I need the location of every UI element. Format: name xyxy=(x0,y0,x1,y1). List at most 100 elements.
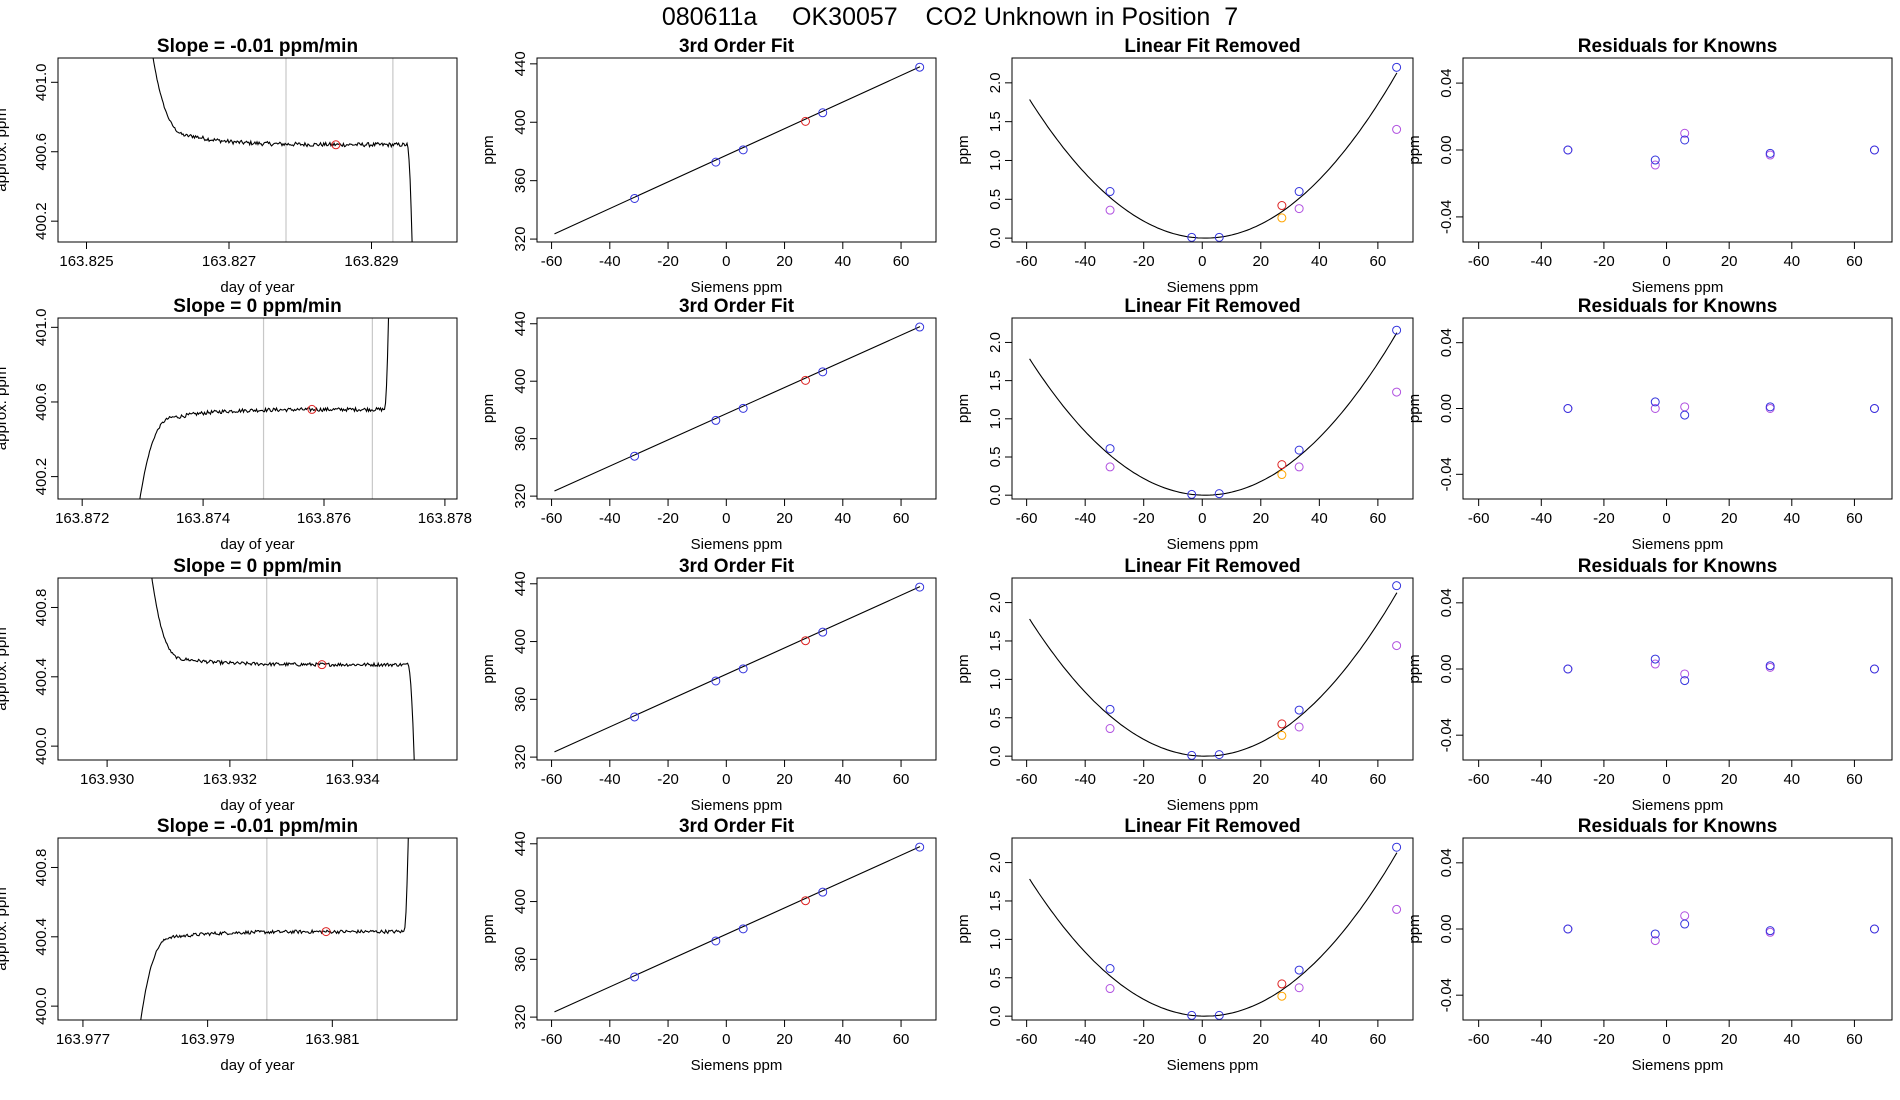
x-axis-label: Siemens ppm xyxy=(1167,797,1259,814)
x-tick-label: 20 xyxy=(1721,771,1738,788)
plot-frame xyxy=(57,577,458,761)
panel-title: 3rd Order Fit xyxy=(679,816,795,837)
residual-point xyxy=(1294,204,1304,214)
x-tick-label: 163.829 xyxy=(344,253,398,270)
plot-frame xyxy=(536,577,937,761)
residual-point xyxy=(1650,160,1660,170)
panel-title: 3rd Order Fit xyxy=(679,296,795,317)
known-point xyxy=(1392,325,1402,335)
concentration-trace xyxy=(152,58,413,242)
y-tick-label: 0.0 xyxy=(987,228,1004,249)
quadratic-curve xyxy=(1029,592,1398,757)
known-point xyxy=(1650,397,1660,407)
residual-point xyxy=(1680,128,1690,138)
y-tick-label: 400 xyxy=(512,110,529,135)
y-tick-label: 0.5 xyxy=(987,447,1004,468)
x-tick-label: -40 xyxy=(599,510,621,527)
known-point xyxy=(1680,919,1690,929)
y-tick-label: 2.0 xyxy=(987,72,1004,93)
known-point xyxy=(1187,1010,1197,1020)
x-tick-label: 60 xyxy=(1846,1031,1863,1048)
plot-frame xyxy=(536,837,937,1021)
x-tick-label: 40 xyxy=(1311,253,1328,270)
x-tick-label: 40 xyxy=(1783,1031,1800,1048)
y-tick-label: 0.5 xyxy=(987,189,1004,210)
x-tick-label: 0 xyxy=(722,253,730,270)
x-axis-label: day of year xyxy=(220,1057,294,1074)
unknown-point xyxy=(801,375,811,385)
known-point xyxy=(630,193,640,203)
known-point xyxy=(818,108,828,118)
y-tick-label: 401.0 xyxy=(33,64,50,102)
known-point xyxy=(1214,489,1224,499)
y-tick-label: 1.0 xyxy=(987,929,1004,950)
y-axis-label: ppm xyxy=(955,394,972,423)
offset-point xyxy=(1277,470,1287,480)
residual-point xyxy=(1680,911,1690,921)
x-axis-label: Siemens ppm xyxy=(1632,797,1724,814)
x-tick-label: -40 xyxy=(1074,1031,1096,1048)
known-point xyxy=(1187,750,1197,760)
x-tick-label: -20 xyxy=(1593,1031,1615,1048)
known-point xyxy=(1105,444,1115,454)
panel-title: Linear Fit Removed xyxy=(1124,296,1300,317)
residual-point xyxy=(1392,641,1402,651)
y-tick-label: 400.8 xyxy=(33,849,50,887)
known-point xyxy=(1563,145,1573,155)
y-axis-label: ppm xyxy=(480,135,497,164)
unknown-point xyxy=(1277,979,1287,989)
y-tick-label: 401.0 xyxy=(33,309,50,347)
unknown-point xyxy=(801,896,811,906)
residual-point xyxy=(1680,669,1690,679)
unknown-point xyxy=(1277,719,1287,729)
x-tick-label: 60 xyxy=(1370,253,1387,270)
x-tick-label: 40 xyxy=(1783,510,1800,527)
residual-point xyxy=(1392,124,1402,134)
known-point xyxy=(1650,929,1660,939)
x-tick-label: 60 xyxy=(1370,510,1387,527)
known-point xyxy=(711,676,721,686)
y-tick-label: -0.04 xyxy=(1438,457,1455,491)
y-tick-label: 320 xyxy=(512,227,529,252)
known-point xyxy=(711,936,721,946)
plot-area xyxy=(1563,397,1879,420)
x-tick-label: -40 xyxy=(1530,253,1552,270)
x-tick-label: -20 xyxy=(1593,253,1615,270)
x-axis-label: Siemens ppm xyxy=(1167,536,1259,553)
quadratic-curve xyxy=(1029,852,1398,1017)
x-tick-label: 40 xyxy=(834,771,851,788)
plot-area xyxy=(1563,654,1879,686)
plot-frame xyxy=(1011,837,1414,1021)
panel-title: 3rd Order Fit xyxy=(679,556,795,577)
x-tick-label: 0 xyxy=(722,771,730,788)
residual-point xyxy=(1294,722,1304,732)
known-point xyxy=(915,842,925,852)
x-tick-label: 163.930 xyxy=(80,771,134,788)
y-tick-label: 2.0 xyxy=(987,592,1004,613)
y-tick-label: 320 xyxy=(512,1005,529,1030)
plot-area xyxy=(152,58,413,242)
plot-area xyxy=(1563,128,1879,170)
plot-frame xyxy=(57,837,458,1021)
x-tick-label: -60 xyxy=(541,1031,563,1048)
residual-point xyxy=(1650,936,1660,946)
plot-area xyxy=(1029,581,1402,760)
y-tick-label: 360 xyxy=(512,426,529,451)
known-point xyxy=(1765,926,1775,936)
known-point xyxy=(738,145,748,155)
panel-title: Residuals for Knowns xyxy=(1578,36,1778,57)
known-point xyxy=(738,403,748,413)
known-point xyxy=(1563,924,1573,934)
plot-area xyxy=(554,582,925,753)
known-point xyxy=(1105,704,1115,714)
y-axis-label: ppm xyxy=(480,914,497,943)
plot-frame xyxy=(1462,57,1893,243)
x-tick-label: 60 xyxy=(1846,771,1863,788)
x-tick-label: 20 xyxy=(1721,1031,1738,1048)
panel-title: Slope = 0 ppm/min xyxy=(173,296,341,317)
known-point xyxy=(738,924,748,934)
known-point xyxy=(1294,705,1304,715)
y-tick-label: 1.5 xyxy=(987,111,1004,132)
y-axis-label: ppm xyxy=(1406,135,1423,164)
panel-r3c2: Linear Fit Removed Siemens ppm ppm -60 -40 -2… xyxy=(955,816,1414,1074)
